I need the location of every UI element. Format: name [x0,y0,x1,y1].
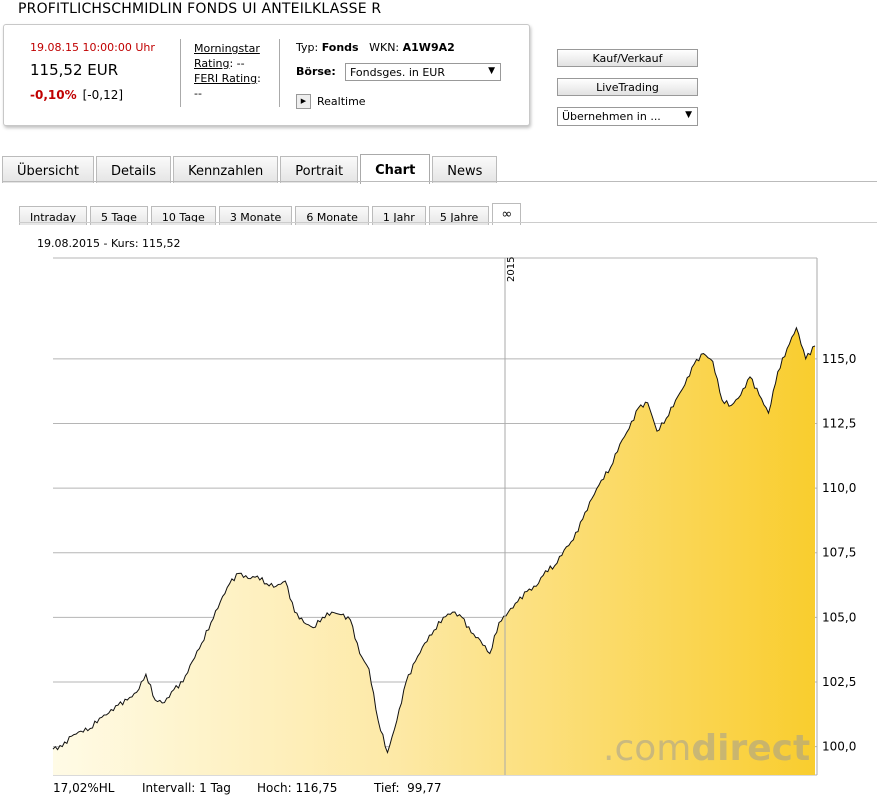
period-tab-3-monate[interactable]: 3 Monate [218,206,293,225]
realtime-toggle[interactable]: ▶ Realtime [296,94,366,109]
quote-price: 115,52 EUR [30,61,119,79]
tief-label: Tief: [374,781,400,795]
change-absolute: [-0,12] [82,88,124,102]
y-tick-label: 115,0 [822,352,856,366]
uebernehmen-label: Übernehmen in ... [562,110,661,123]
play-icon: ▶ [296,94,311,109]
boerse-label: Börse: [296,65,336,78]
feri-rating-value: -- [194,87,202,100]
y-tick-label: 100,0 [822,740,856,754]
watermark: .comdirect [603,728,810,769]
morningstar-rating-value: : -- [229,57,245,70]
realtime-label: Realtime [317,95,366,108]
livetrading-button[interactable]: LiveTrading [557,78,698,96]
tab-uebersicht[interactable]: Übersicht [2,156,94,183]
divider [279,39,280,107]
y-tick-label: 107,5 [822,546,856,560]
footer-hl: 17,02%HL [53,781,115,795]
boerse-value: Fondsges. in EUR [350,66,445,79]
kauf-verkauf-button[interactable]: Kauf/Verkauf [557,49,698,67]
main-tabs: Übersicht Details Kennzahlen Portrait Ch… [2,153,499,184]
hoch-label: Hoch: [257,781,292,795]
uebernehmen-select[interactable]: Übernehmen in ... ▼ [557,107,698,126]
y-tick-label: 102,5 [822,675,856,689]
tief-value: 99,77 [407,781,442,795]
morningstar-link[interactable]: Morningstar [194,42,260,55]
typ-label: Typ: [296,41,319,54]
tab-chart[interactable]: Chart [360,154,431,184]
wkn-value: A1W9A2 [402,41,455,54]
divider [180,39,181,107]
quote-panel: 19.08.15 10:00:00 Uhr 115,52 EUR -0,10% [… [3,24,530,126]
quote-datetime: 19.08.15 10:00:00 Uhr [30,41,155,54]
boerse-select[interactable]: Fondsges. in EUR ▼ [345,63,501,81]
y-tick-label: 105,0 [822,610,856,624]
feri-rating-link[interactable]: FERI Rating [194,72,258,85]
footer-hoch: Hoch: 116,75 [257,781,337,795]
change-percent: -0,10% [30,88,77,102]
watermark-com: .com [603,728,691,769]
type-row: Typ: Fonds WKN: A1W9A2 [296,41,455,54]
chevron-down-icon: ▼ [488,66,495,76]
period-tab-intraday[interactable]: Intraday [19,206,88,225]
tab-details[interactable]: Details [95,156,172,183]
period-tab-max[interactable]: ∞ [492,203,522,225]
price-chart[interactable]: 2015 .comdirect 115,0 112,5 110,0 107,5 105,… [0,250,877,780]
wkn-label: WKN: [369,41,400,54]
footer-intervall: Intervall: 1 Tag [142,781,231,795]
feri-colon: : [257,72,261,85]
divider [2,181,877,182]
page-title: PROFITLICHSCHMIDLIN FONDS UI ANTEILKLASS… [18,1,382,17]
period-tab-6-monate[interactable]: 6 Monate [295,206,369,225]
morningstar-rating-link[interactable]: Rating [194,57,230,70]
period-tab-1-jahr[interactable]: 1 Jahr [371,206,426,225]
period-tab-5-tage[interactable]: 5 Tage [90,206,148,225]
tab-kennzahlen[interactable]: Kennzahlen [173,156,279,183]
chevron-down-icon: ▼ [685,110,692,120]
period-tab-10-tage[interactable]: 10 Tage [150,206,216,225]
ratings-block: Morningstar Rating: -- FERI Rating: -- [194,41,261,101]
divider [19,222,877,223]
period-tabs: Intraday 5 Tage 10 Tage 3 Monate 6 Monat… [19,203,524,225]
price-line [52,326,816,755]
hoch-value: 116,75 [295,781,338,795]
footer-tief: Tief: 99,77 [374,781,442,795]
typ-value: Fonds [321,41,359,54]
period-tab-5-jahre[interactable]: 5 Jahre [428,206,490,225]
y-tick-label: 110,0 [822,481,856,495]
chart-kurs-label: 19.08.2015 - Kurs: 115,52 [37,237,181,250]
quote-change: -0,10% [-0,12] [30,88,123,102]
tab-portrait[interactable]: Portrait [280,156,359,183]
y-axis-labels: 115,0 112,5 110,0 107,5 105,0 102,5 100,0 [822,352,856,754]
watermark-direct: direct [691,728,810,769]
price-area [53,327,815,775]
y-tick-label: 112,5 [822,416,856,430]
tab-news[interactable]: News [432,156,498,183]
year-label: 2015 [506,257,517,282]
